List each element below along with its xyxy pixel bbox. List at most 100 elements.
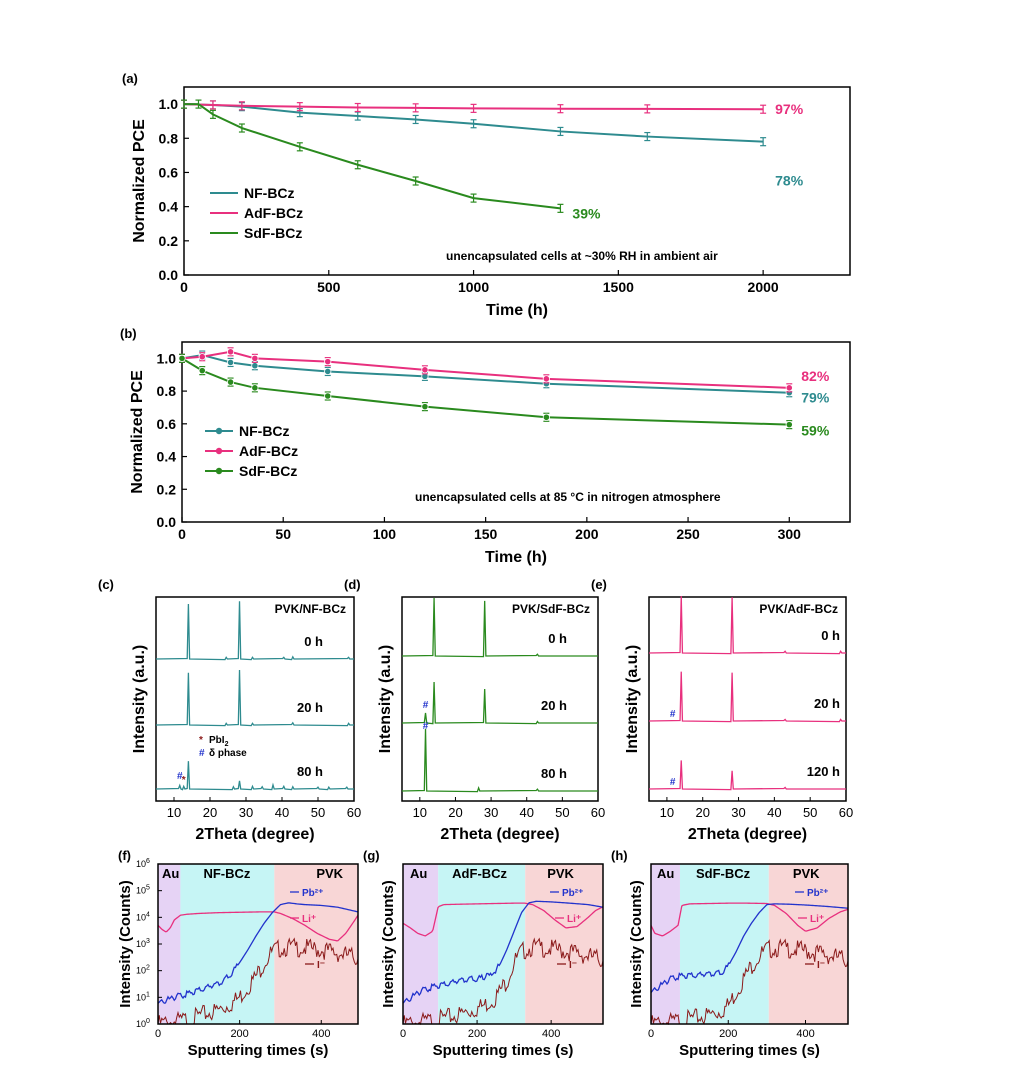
- trace-label: 0 h: [304, 634, 323, 649]
- plot-frame: [181, 341, 851, 523]
- x-tick-label: 250: [676, 526, 700, 542]
- delta-phase-mark: #: [423, 721, 429, 732]
- region-label: PVK: [547, 866, 574, 881]
- legend-marker: [215, 447, 223, 455]
- region-label: AdF-BCz: [452, 866, 507, 881]
- series-Pb²⁺: Pb²⁺: [402, 888, 604, 1004]
- panel-label: (g): [363, 848, 380, 863]
- x-tick-label: 2000: [748, 279, 779, 295]
- x-tick-label: 150: [474, 526, 498, 542]
- end-label: 78%: [775, 173, 804, 189]
- legend-label: SdF-BCz: [239, 463, 297, 479]
- xrd-trace: [648, 595, 846, 655]
- region-label: NF-BCz: [203, 866, 250, 881]
- xrd-trace: [648, 760, 846, 791]
- x-tick-label: 40: [275, 805, 289, 820]
- region-label: SdF-BCz: [696, 866, 751, 881]
- y-tick-exponent: 0: [146, 1018, 150, 1025]
- region-label: Au: [410, 866, 427, 881]
- series-line: [650, 903, 849, 994]
- series-line: [184, 103, 561, 210]
- panel-label: (h): [611, 848, 628, 863]
- series-line: [402, 900, 604, 1004]
- x-tick-label: 200: [230, 1028, 248, 1040]
- region-Au: [651, 864, 680, 1024]
- legend-subscript: 2: [225, 741, 229, 748]
- y-tick-label: 0.6: [157, 416, 177, 432]
- region-Au: [158, 864, 181, 1024]
- legend-label: I⁻: [817, 960, 825, 971]
- panel-label: (d): [344, 577, 361, 592]
- trace-20h: 20 h #: [401, 681, 598, 725]
- y-axis-label: Intensity (a.u.): [377, 645, 394, 753]
- data-point: [178, 354, 186, 362]
- y-tick-label: 0.2: [157, 481, 177, 497]
- y-tick-label: 0.0: [159, 267, 179, 283]
- y-tick-label: 104: [136, 911, 150, 922]
- trace-label: 0 h: [548, 631, 567, 646]
- xrd-trace: [155, 669, 354, 727]
- panel-c: (c) PVK/NF-BCz 10 20 30 40 50 60 2Theta (degree)…: [98, 577, 361, 843]
- panel-d: (d) PVK/SdF-BCz 10 20 30 40 50 60 2Theta (degree…: [344, 577, 605, 843]
- series-line: [157, 911, 359, 942]
- x-axis-label: Sputtering times (s): [679, 1042, 820, 1059]
- panel-h: Au SdF-BCz PVK I⁻ Li⁺ Pb²⁺ (h) 0 200 400 Sputterin…: [611, 848, 849, 1059]
- legend-label: SdF-BCz: [244, 225, 302, 241]
- x-tick-label: 10: [413, 805, 427, 820]
- series-NF-BCz: 78% NF-BCz: [181, 99, 804, 201]
- data-point: [198, 367, 206, 375]
- legend-label: Pb²⁺: [807, 888, 828, 899]
- annotation: unencapsulated cells at ~30% RH in ambie…: [446, 249, 718, 263]
- legend-label: δ phase: [209, 748, 247, 759]
- xrd-trace: [401, 681, 598, 725]
- y-tick-exponent: 5: [146, 885, 150, 892]
- data-point: [542, 413, 550, 421]
- trace-0h: 0 h: [648, 595, 846, 655]
- x-tick-label: 200: [719, 1028, 737, 1040]
- y-tick-label: 1.0: [157, 350, 177, 366]
- delta-phase-mark: #: [177, 771, 183, 782]
- end-label: 39%: [572, 205, 601, 221]
- chart-title: PVK/AdF-BCz: [759, 602, 838, 616]
- y-tick-exponent: 1: [146, 991, 150, 998]
- x-tick-label: 10: [167, 805, 181, 820]
- x-tick-label: 0: [178, 526, 186, 542]
- x-axis-label: Sputtering times (s): [188, 1042, 329, 1059]
- legend-marker: [215, 467, 223, 475]
- legend-symbol: #: [199, 748, 205, 759]
- x-tick-label: 0: [648, 1028, 654, 1040]
- trace-0h: 0 h: [155, 601, 354, 661]
- x-tick-label: 30: [484, 805, 498, 820]
- series-Pb²⁺: Pb²⁺: [157, 888, 359, 1004]
- x-axis-label: Time (h): [485, 549, 547, 566]
- trace-label: 20 h: [541, 698, 567, 713]
- y-axis-label: Intensity (Counts): [628, 880, 645, 1008]
- xrd-trace: [155, 761, 354, 791]
- trace-label: 0 h: [821, 628, 840, 643]
- y-axis-label: Intensity (a.u.): [131, 645, 148, 753]
- trace-0h: 0 h: [401, 597, 598, 658]
- region-label: PVK: [316, 866, 343, 881]
- x-axis-label: Sputtering times (s): [433, 1042, 574, 1059]
- plot-frame: [648, 596, 847, 802]
- x-tick-label: 60: [839, 805, 853, 820]
- legend-label: NF-BCz: [244, 185, 295, 201]
- x-tick-label: 0: [180, 279, 188, 295]
- x-tick-label: 300: [778, 526, 802, 542]
- series-line: [157, 902, 359, 1004]
- x-tick-label: 100: [373, 526, 397, 542]
- x-tick-label: 20: [695, 805, 709, 820]
- data-point: [785, 384, 793, 392]
- legend-label: Li⁺: [810, 914, 824, 925]
- panel-label: (e): [591, 577, 607, 592]
- x-tick-label: 20: [448, 805, 462, 820]
- region-SdF-BCz: [679, 864, 769, 1024]
- panel-a: (a) 0 500 1000 1500 2000 0.0 0.2 0.4 0.6 0.8 1.0 Tim…: [122, 71, 851, 319]
- legend-label: Pb²⁺: [562, 888, 583, 899]
- legend-text: PbI: [209, 735, 225, 746]
- series-NF-BCz: 79% NF-BCz: [178, 350, 830, 439]
- series-Pb²⁺: Pb²⁺: [650, 888, 849, 994]
- y-tick-label: 0.6: [159, 164, 179, 180]
- x-tick-label: 1000: [458, 279, 489, 295]
- legend-label: Li⁺: [567, 914, 581, 925]
